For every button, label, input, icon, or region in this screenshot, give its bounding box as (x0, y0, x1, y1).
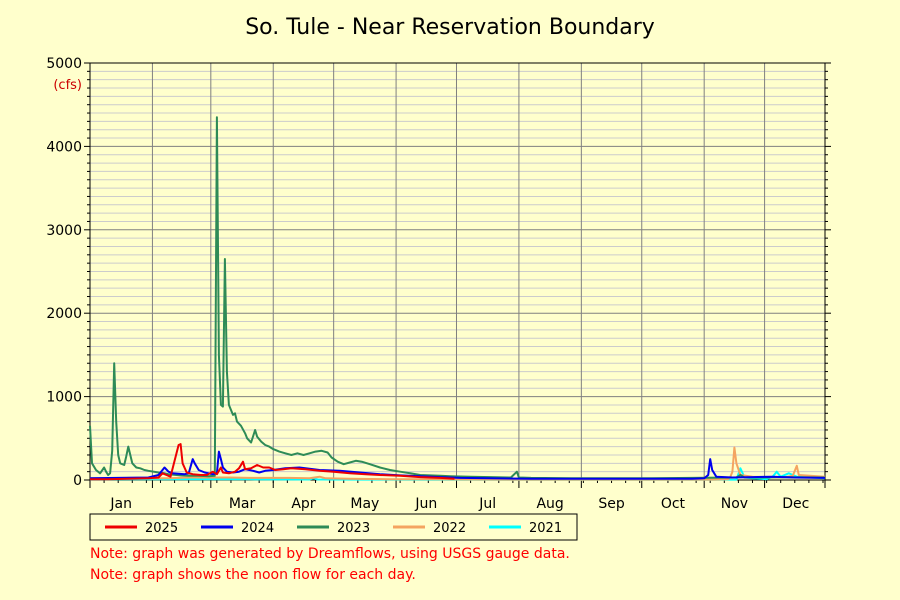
note-source: Note: graph was generated by Dreamflows,… (90, 546, 570, 562)
x-tick-label: Feb (169, 496, 194, 512)
x-tick-label: Mar (229, 496, 256, 512)
y-tick-label: 3000 (46, 223, 82, 239)
note-noon-flow: Note: graph shows the noon flow for each… (90, 567, 416, 583)
y-tick-label: 1000 (46, 390, 82, 406)
series-line-2023 (89, 116, 826, 480)
series-lines (89, 116, 826, 481)
x-tick-label: Jan (109, 496, 132, 512)
y-unit-label: (cfs) (53, 78, 82, 93)
legend-label-2022: 2022 (433, 521, 466, 536)
x-tick-label: Jul (478, 496, 496, 512)
legend-label-2021: 2021 (529, 521, 562, 536)
legend-label-2024: 2024 (241, 521, 274, 536)
axes: 0 1000 2000 3000 4000 5000 Jan Feb Mar Apr May Jun J… (46, 56, 831, 512)
grid (90, 62, 825, 481)
legend-label-2025: 2025 (145, 521, 178, 536)
y-tick-label: 4000 (46, 139, 82, 155)
chart-title: So. Tule - Near Reservation Boundary (245, 15, 655, 40)
x-tick-label: Jun (414, 496, 437, 512)
y-tick-label: 5000 (46, 56, 82, 72)
x-tick-label: Oct (661, 496, 686, 512)
x-tick-label: May (350, 496, 379, 512)
legend-label-2023: 2023 (337, 521, 370, 536)
x-tick-label: Dec (782, 496, 809, 512)
x-tick-label: Nov (721, 496, 748, 512)
series-line-2022 (90, 446, 826, 481)
y-tick-label: 2000 (46, 306, 82, 322)
x-tick-label: Apr (291, 496, 315, 512)
series-line-2025 (90, 443, 455, 481)
y-tick-label: 0 (73, 473, 82, 489)
x-tick-label: Sep (598, 496, 625, 512)
legend: 2025 2024 2023 2022 2021 (89, 513, 578, 541)
x-tick-label: Aug (536, 496, 563, 512)
